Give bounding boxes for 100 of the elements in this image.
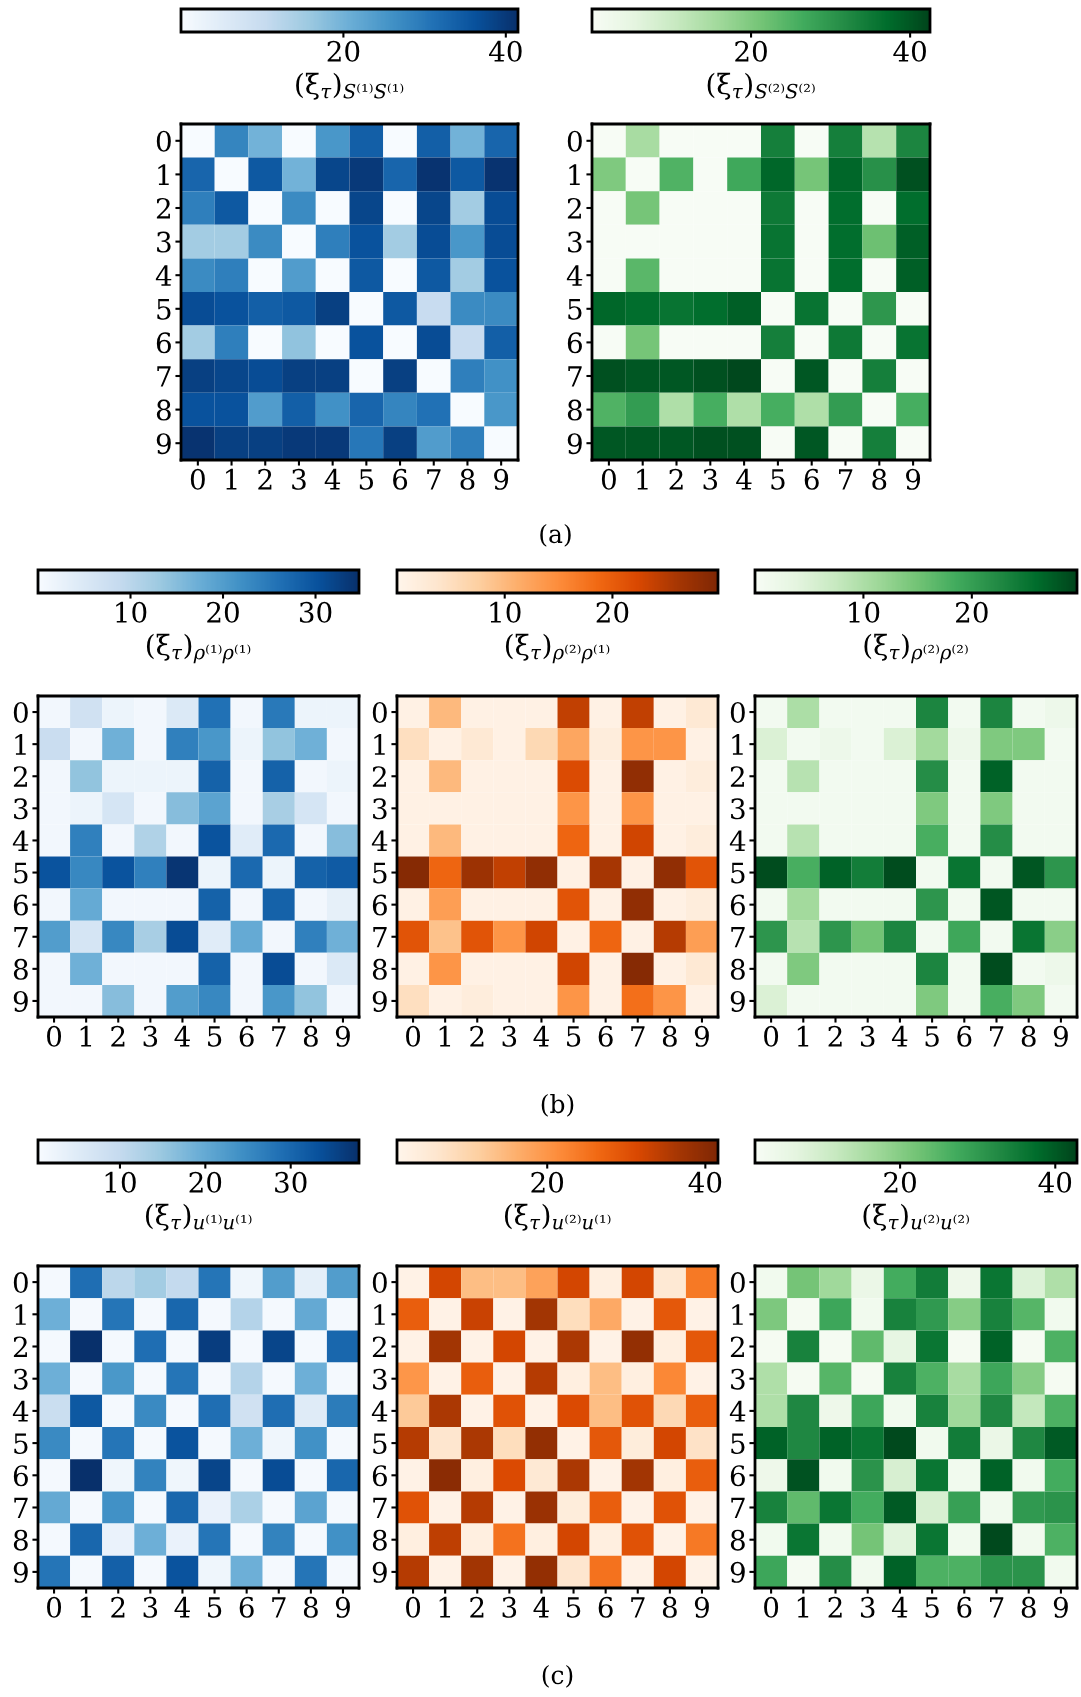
x-tick-label: 1 [439,1596,451,1618]
color-bar-label: 20 [884,1171,916,1193]
y-tick-label: 4 [371,830,388,851]
x-tick-label: 7 [272,1026,286,1047]
color-bar-label: 40 [1038,1171,1072,1193]
y-tick-label: 5 [373,862,387,884]
x-tick-label: 3 [502,1025,517,1047]
x-tick-label: 1 [797,1025,809,1047]
color-bar-label: 30 [275,1171,307,1193]
text: (a) [540,523,571,547]
color-bar-label: 20 [596,601,629,623]
y-tick-label: 3 [731,1368,745,1390]
x-tick-label: 8 [662,1025,677,1047]
y-tick-label: 4 [371,1400,388,1422]
x-tick-label: 2 [470,1596,484,1618]
x-tick-label: 6 [598,1025,613,1047]
y-tick-label: 8 [372,1529,387,1551]
x-tick-label: 5 [771,469,785,490]
y-tick-label: 8 [156,399,171,421]
color-bar-label: 20 [207,601,239,623]
y-tick-label: 7 [373,1497,387,1519]
y-tick-label: 0 [730,701,745,723]
y-tick-label: 6 [730,1465,745,1487]
x-tick-label: 5 [925,1597,939,1618]
x-tick-label: 9 [335,1025,350,1047]
color-bar-label: 40 [893,40,926,62]
x-tick-label: 1 [226,468,237,490]
y-tick-label: 6 [567,332,582,354]
y-tick-label: 3 [373,798,387,820]
y-tick-label: 2 [730,766,744,787]
x-tick-label: 5 [208,1026,222,1047]
color-bar-label: 10 [490,601,521,623]
color-bar-label: 20 [189,1171,222,1193]
y-tick-label: 1 [15,1304,26,1325]
color-bar-title: (ξ$_{τ}$)$_{S⁽²⁾S⁽²⁾}$ [707,72,815,100]
y-tick-label: 3 [568,231,582,253]
y-tick-label: 0 [13,701,28,723]
x-tick-label: 9 [1053,1025,1068,1047]
color-bar-label: 20 [327,40,360,62]
y-tick-label: 4 [12,1400,29,1422]
y-tick-label: 8 [730,1529,745,1551]
x-tick-label: 3 [860,1025,875,1047]
y-tick-label: 4 [566,265,583,286]
x-tick-label: 0 [47,1025,62,1047]
y-tick-label: 7 [157,366,171,387]
y-tick-label: 6 [13,894,28,916]
y-tick-label: 6 [372,894,387,916]
x-tick-label: 1 [80,1025,92,1047]
x-tick-label: 7 [990,1597,1004,1618]
text: (c) [542,1664,573,1688]
y-tick-label: 7 [731,1497,745,1519]
y-tick-label: 6 [730,894,745,916]
color-bar-label: 10 [849,601,880,623]
y-tick-label: 9 [730,1561,745,1583]
x-tick-label: 6 [239,1025,254,1047]
y-tick-label: 1 [374,734,385,755]
x-tick-label: 2 [669,468,683,490]
y-tick-label: 6 [13,1465,28,1487]
x-tick-label: 0 [764,1025,779,1047]
x-tick-label: 0 [47,1596,62,1618]
color-bar-title: (ξ$_{τ}$)$_{S⁽¹⁾S⁽¹⁾}$ [296,72,404,100]
x-tick-label: 7 [990,1026,1004,1047]
x-tick-label: 8 [1021,1025,1036,1047]
y-tick-label: 2 [13,766,27,787]
x-tick-label: 7 [631,1597,645,1618]
x-tick-label: 7 [631,1026,645,1047]
x-tick-label: 9 [694,1025,709,1047]
x-tick-label: 2 [828,1025,842,1047]
color-bar-label: 20 [735,40,767,62]
y-tick-label: 8 [13,1529,28,1551]
x-tick-label: 6 [239,1596,254,1618]
y-tick-label: 0 [372,1272,387,1294]
color-bar-label: 40 [489,40,522,62]
x-tick-label: 9 [694,1596,709,1618]
y-tick-label: 0 [13,1272,28,1294]
color-bar-title: (ξ$_{τ}$)$_{u⁽¹⁾u⁽¹⁾}$ [145,1203,252,1231]
y-tick-label: 0 [372,701,387,723]
x-tick-label: 4 [324,468,341,490]
y-tick-label: 5 [731,1433,745,1455]
y-tick-label: 5 [568,299,582,320]
y-tick-label: 6 [156,332,171,354]
y-tick-label: 4 [12,830,29,851]
x-tick-label: 3 [860,1596,875,1618]
x-tick-label: 9 [906,468,921,490]
x-tick-label: 0 [406,1596,421,1618]
x-tick-label: 1 [439,1025,451,1047]
y-tick-label: 5 [373,1433,387,1455]
x-tick-label: 3 [703,468,718,490]
color-bar-title: (ξ$_{τ}$)$_{ρ⁽²⁾ρ⁽²⁾}$ [864,633,968,664]
y-tick-label: 9 [156,433,171,455]
y-tick-label: 7 [568,366,582,387]
color-bar-label: 10 [105,1171,136,1193]
y-tick-label: 9 [730,990,745,1012]
y-tick-label: 8 [13,958,28,980]
y-tick-label: 7 [731,927,745,948]
x-tick-label: 0 [190,468,205,490]
y-tick-label: 7 [14,927,28,948]
y-tick-label: 8 [730,958,745,980]
x-tick-label: 4 [891,1025,908,1047]
x-tick-label: 8 [460,468,475,490]
